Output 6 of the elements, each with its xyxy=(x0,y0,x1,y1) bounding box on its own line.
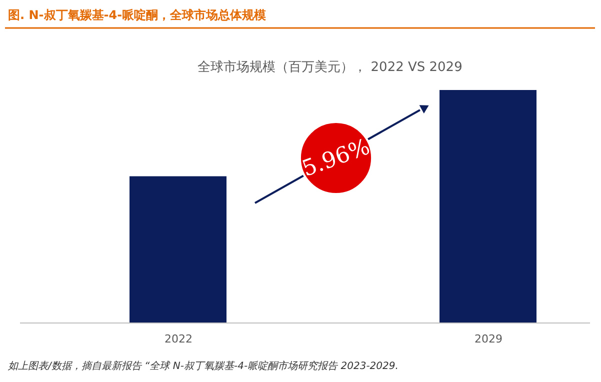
x-tick-label: 2029 xyxy=(474,332,502,346)
annotation: 5.96% xyxy=(299,134,374,182)
text: 如上图表/数据，摘自最新报告 “全球 N-叔丁氧羰基-4-哌啶酮市场研究报告 2023-2029. xyxy=(7,360,398,372)
x-tick-label: 2022 xyxy=(164,332,192,346)
chart-title: 图. N-叔丁氧羰基-4-哌啶酮，全球市场总体规模 xyxy=(8,8,266,22)
chart-subtitle: 全球市场规模（百万美元）， 2022 VS 2029 xyxy=(198,59,462,75)
